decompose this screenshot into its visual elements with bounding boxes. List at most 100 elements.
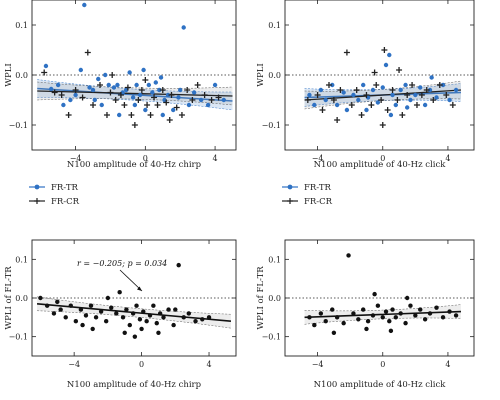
confidence-edge-upper	[37, 296, 231, 315]
data-point	[161, 315, 166, 320]
data-point	[132, 102, 138, 108]
legend-marker	[34, 184, 40, 190]
data-point	[319, 107, 326, 113]
data-point	[158, 75, 164, 80]
data-point	[418, 85, 423, 90]
data-point	[307, 315, 312, 320]
data-point	[130, 95, 136, 100]
data-point	[90, 87, 96, 93]
data-point	[117, 290, 122, 295]
data-point	[396, 67, 403, 73]
confidence-edge-lower	[37, 98, 233, 106]
data-point	[193, 319, 198, 324]
data-point	[387, 52, 392, 58]
x-axis-label: N100 amplitude of 40-Hz chirp	[67, 380, 202, 390]
data-point	[181, 315, 186, 320]
y-tick-label: 0.0	[15, 294, 28, 303]
data-point	[146, 82, 152, 88]
data-point	[205, 102, 211, 108]
data-point	[142, 77, 149, 83]
data-point	[307, 92, 312, 98]
data-point	[82, 2, 87, 8]
data-point	[178, 112, 185, 118]
data-point	[90, 102, 97, 108]
y-tick-label: −0.1	[262, 121, 281, 130]
data-point	[105, 295, 111, 301]
y-axis-label: WPLI of FL-TR	[256, 266, 266, 330]
annotation-arrow	[119, 269, 143, 292]
data-point	[137, 92, 143, 98]
data-point	[215, 94, 222, 101]
data-point	[160, 112, 165, 118]
data-point	[189, 97, 196, 103]
data-point	[166, 307, 171, 312]
data-point	[409, 82, 416, 88]
x-tick-label: 4	[445, 360, 450, 369]
data-point	[343, 49, 350, 56]
x-tick-label: 4	[206, 360, 211, 369]
data-point	[41, 69, 48, 76]
data-point	[221, 97, 226, 103]
data-point	[166, 117, 173, 123]
data-point	[109, 72, 116, 78]
data-point	[157, 87, 162, 93]
data-point	[447, 97, 452, 103]
data-point	[87, 85, 92, 90]
data-point	[181, 25, 186, 30]
data-point	[429, 75, 434, 80]
data-point	[363, 92, 370, 98]
data-point	[427, 311, 433, 316]
data-point	[58, 92, 65, 98]
data-point	[106, 82, 111, 88]
legend-marker	[34, 198, 40, 204]
data-point	[344, 107, 350, 113]
data-point	[398, 87, 403, 93]
y-tick-label: 0.1	[15, 21, 28, 30]
data-point	[122, 330, 127, 335]
legend-label: FR-TR	[51, 183, 79, 193]
data-point	[79, 94, 86, 101]
data-point	[346, 253, 351, 258]
data-point	[379, 122, 386, 128]
data-point	[383, 62, 389, 68]
data-point	[323, 319, 328, 324]
data-point	[98, 309, 104, 314]
data-point	[201, 92, 208, 98]
data-point	[399, 112, 406, 118]
data-point	[58, 307, 63, 312]
data-point	[384, 107, 391, 113]
data-point	[408, 303, 413, 308]
y-tick-label: 0.1	[268, 21, 281, 30]
data-point	[127, 70, 132, 75]
data-point	[361, 82, 366, 88]
data-point	[73, 319, 79, 324]
x-tick-label: −4	[70, 154, 82, 163]
data-point	[394, 97, 401, 103]
data-point	[103, 112, 110, 118]
data-point	[387, 319, 392, 324]
data-point	[304, 97, 311, 103]
legend-marker	[287, 198, 293, 204]
data-point	[117, 92, 124, 98]
data-point	[370, 87, 376, 93]
annotation-arrowhead	[137, 286, 142, 291]
data-point	[93, 315, 99, 320]
data-point	[427, 87, 433, 93]
data-point	[107, 89, 114, 96]
data-point	[154, 320, 159, 326]
data-point	[318, 87, 324, 93]
data-point	[137, 317, 143, 322]
data-point	[418, 307, 423, 312]
data-point	[80, 322, 85, 328]
data-point	[323, 97, 328, 103]
x-tick-label: 0	[139, 360, 144, 369]
x-tick-label: 4	[213, 154, 218, 163]
data-point	[383, 309, 389, 314]
x-tick-label: 0	[380, 154, 385, 163]
data-point	[191, 90, 197, 95]
data-point	[390, 92, 395, 98]
data-point	[403, 82, 408, 88]
data-point	[375, 303, 381, 308]
x-tick-label: −4	[68, 360, 80, 369]
